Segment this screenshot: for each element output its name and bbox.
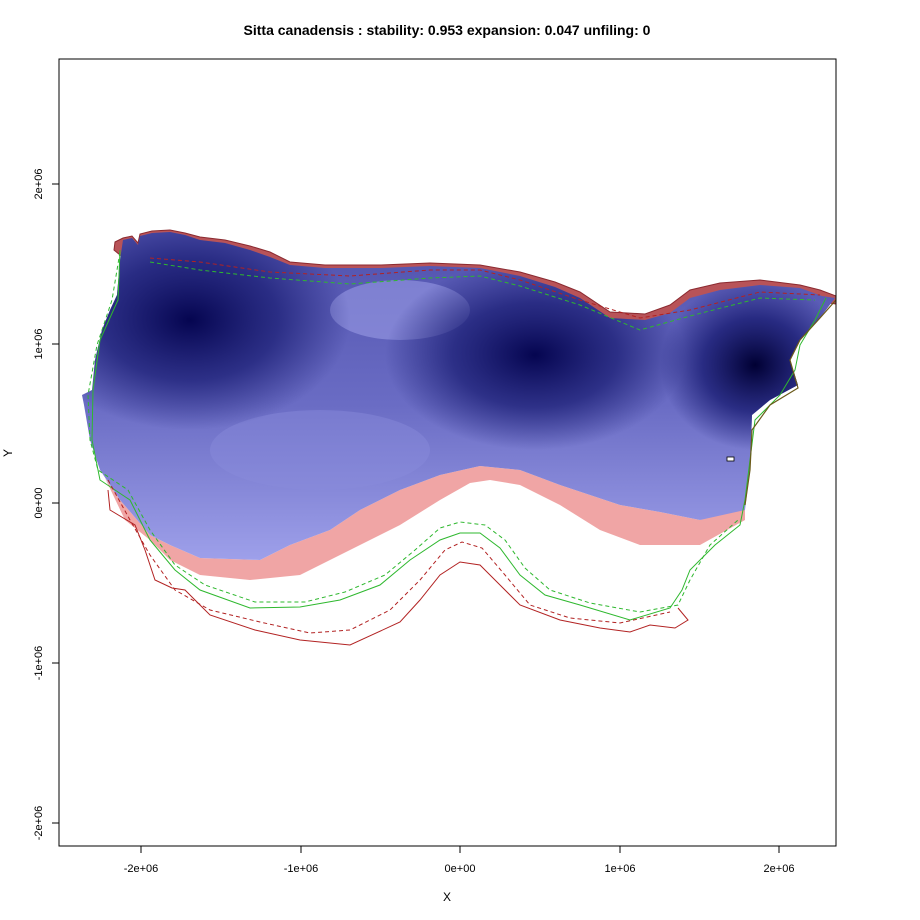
y-axis-label: Y	[1, 449, 15, 457]
x-axis-label: X	[443, 890, 451, 904]
red-contour-dashed	[107, 479, 671, 634]
x-tick-label: 0e+00	[445, 863, 476, 875]
red-contour-solid	[107, 489, 689, 646]
range-outline	[744, 299, 836, 506]
y-tick-label: 2e+06	[33, 169, 45, 200]
y-tick-label: 1e+06	[33, 329, 45, 360]
x-tick-label: -2e+06	[124, 863, 159, 875]
y-tick-label: -1e+06	[33, 646, 45, 681]
y-tick-label: 0e+00	[33, 488, 45, 519]
x-tick-label: 2e+06	[764, 863, 795, 875]
chart-title: Sitta canadensis : stability: 0.953 expa…	[244, 22, 651, 38]
x-axis: -2e+06 -1e+06 0e+00 1e+06 2e+06	[124, 845, 795, 875]
green-contour-inner-dashed	[149, 261, 816, 331]
expansion-region	[105, 466, 745, 580]
y-tick-label: -2e+06	[33, 806, 45, 841]
gap-cell	[726, 456, 735, 462]
y-axis: 2e+06 1e+06 0e+00 -1e+06 -2e+06	[33, 169, 60, 841]
plot-region	[82, 229, 836, 646]
x-tick-label: -1e+06	[284, 863, 319, 875]
red-contour-inner-dashed	[149, 257, 821, 319]
x-tick-label: 1e+06	[605, 863, 636, 875]
